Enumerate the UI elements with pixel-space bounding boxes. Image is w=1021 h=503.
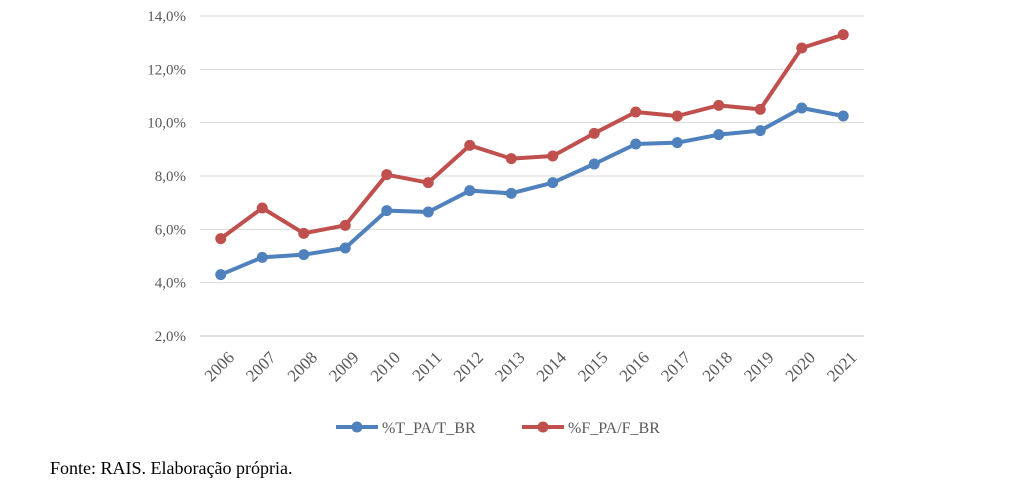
data-point — [298, 227, 310, 239]
data-point — [671, 110, 683, 122]
data-point — [713, 99, 725, 111]
legend-label: %F_PA/F_BR — [568, 420, 660, 437]
data-point — [339, 242, 351, 254]
data-point — [464, 139, 476, 151]
data-point — [422, 206, 434, 218]
x-tick-label: 2019 — [740, 348, 777, 385]
series-2 — [215, 29, 849, 245]
data-point — [588, 158, 600, 170]
x-tick-label: 2007 — [242, 348, 280, 386]
legend-item: %T_PA/T_BR — [336, 420, 476, 437]
data-point — [713, 129, 725, 141]
x-tick-label: 2009 — [325, 348, 362, 385]
data-point — [671, 137, 683, 149]
y-tick-label: 2,0% — [155, 329, 186, 345]
x-tick-label: 2017 — [657, 348, 695, 386]
data-point — [547, 150, 559, 162]
x-tick-label: 2013 — [491, 348, 528, 385]
data-point — [422, 177, 434, 189]
legend-marker — [537, 421, 549, 433]
x-tick-label: 2006 — [201, 348, 238, 385]
series-line — [218, 106, 846, 277]
legend: %T_PA/T_BR %F_PA/F_BR — [336, 420, 660, 437]
data-point — [505, 153, 517, 165]
y-tick-label: 8,0% — [155, 169, 186, 185]
legend-label: %T_PA/T_BR — [382, 420, 476, 437]
x-axis-ticks: 2006 2007 2008 2009 2010 2011 2012 2013 2014 2015… — [201, 348, 861, 386]
series-group — [215, 29, 849, 281]
data-point — [505, 187, 517, 199]
legend-marker — [351, 421, 363, 433]
data-point — [256, 251, 268, 263]
data-point — [630, 106, 642, 118]
series-line — [218, 32, 846, 241]
y-tick-label: 14,0% — [147, 9, 186, 25]
x-tick-label: 2012 — [450, 348, 487, 385]
data-point — [588, 127, 600, 139]
y-tick-label: 4,0% — [155, 276, 186, 292]
data-point — [381, 169, 393, 181]
data-point — [547, 177, 559, 189]
data-point — [837, 110, 849, 122]
y-tick-label: 10,0% — [147, 116, 186, 132]
data-point — [381, 205, 393, 217]
x-tick-label: 2014 — [533, 348, 571, 386]
y-tick-label: 6,0% — [155, 222, 186, 238]
data-point — [339, 219, 351, 231]
data-point — [298, 249, 310, 261]
data-point — [837, 29, 849, 41]
x-tick-label: 2011 — [409, 348, 446, 385]
source-note: Fonte: RAIS. Elaboração própria. — [50, 458, 293, 478]
data-point — [630, 138, 642, 150]
data-point — [754, 125, 766, 137]
y-tick-label: 12,0% — [147, 62, 186, 78]
data-point — [256, 202, 268, 214]
x-tick-label: 2016 — [616, 348, 653, 385]
x-tick-label: 2020 — [782, 348, 819, 385]
data-point — [215, 233, 227, 245]
data-point — [464, 185, 476, 197]
x-tick-label: 2015 — [574, 348, 611, 385]
line-chart: 2,0% 4,0% 6,0% 8,0% 10,0% 12,0% 14,0% 2006 2007… — [147, 9, 864, 437]
data-point — [796, 42, 808, 54]
x-tick-label: 2008 — [284, 348, 321, 385]
data-point — [215, 269, 227, 281]
series-1 — [215, 102, 849, 281]
y-axis-ticks: 2,0% 4,0% 6,0% 8,0% 10,0% 12,0% 14,0% — [147, 9, 186, 345]
legend-item: %F_PA/F_BR — [522, 420, 660, 437]
gridlines — [200, 15, 864, 284]
x-tick-label: 2018 — [699, 348, 736, 385]
data-point — [754, 103, 766, 115]
x-tick-label: 2021 — [823, 348, 860, 385]
data-point — [796, 102, 808, 114]
x-tick-label: 2010 — [367, 348, 404, 385]
